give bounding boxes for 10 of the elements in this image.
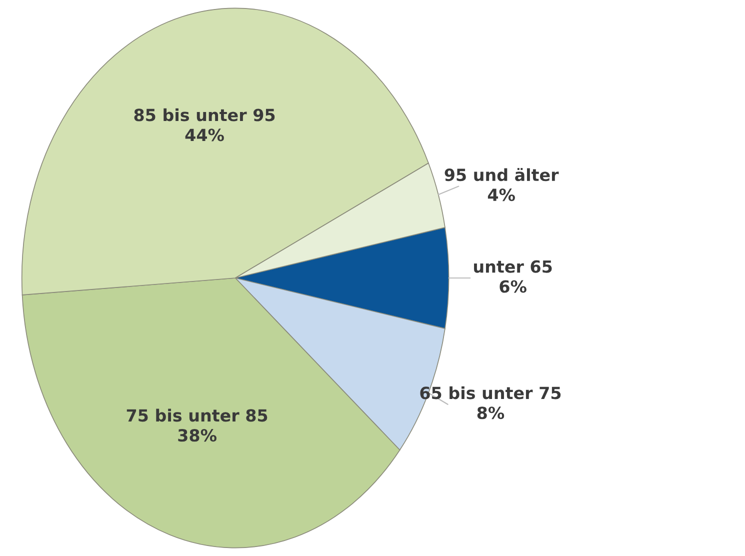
slice-label: unter 65 — [474, 260, 552, 273]
slice-label: 85 bis unter 95 — [134, 108, 275, 122]
slice-label: 65 bis unter 75 — [420, 386, 561, 400]
data-label: 38% — [178, 429, 216, 442]
data-label: 6% — [500, 280, 526, 293]
slice-label: 75 bis unter 85 — [126, 408, 268, 422]
data-label: 4% — [488, 188, 515, 202]
data-label: 8% — [477, 406, 504, 420]
slice-label: 95 und älter — [444, 168, 559, 182]
data-label: 44% — [185, 128, 224, 142]
